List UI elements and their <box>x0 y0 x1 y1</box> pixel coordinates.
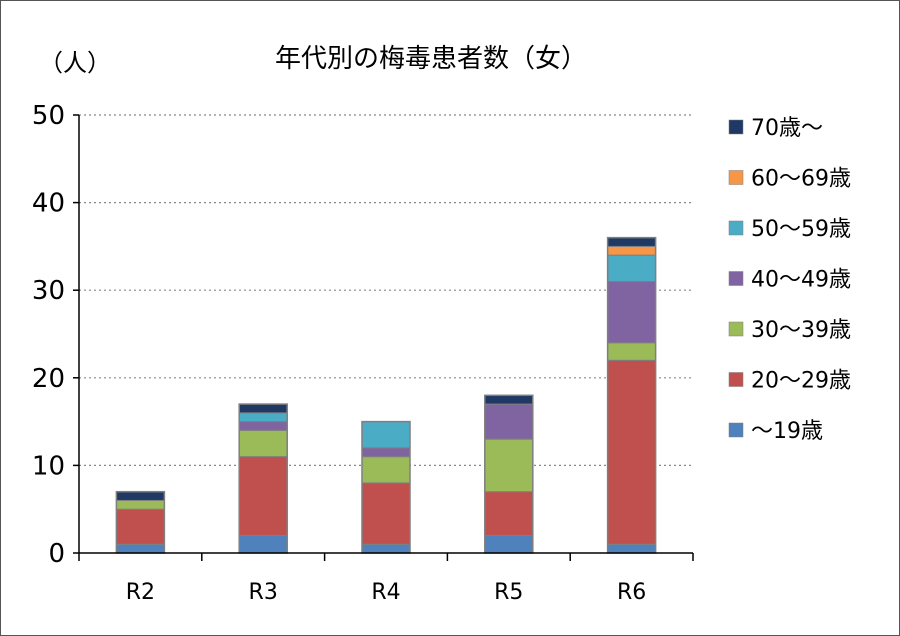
x-tick-label: R2 <box>126 580 155 605</box>
bar-segment <box>238 421 288 431</box>
y-tick-label: 10 <box>32 451 65 481</box>
legend-swatch <box>728 372 744 387</box>
x-tick-label: R6 <box>617 580 646 605</box>
bar-segment <box>607 280 657 344</box>
x-tick-label: R3 <box>249 580 278 605</box>
y-tick-label: 50 <box>32 101 65 131</box>
bar-segment <box>115 508 165 545</box>
x-tick-label: R4 <box>371 580 400 605</box>
bar-segment <box>484 403 534 440</box>
bar-segment <box>238 429 288 458</box>
x-tick-label: R5 <box>494 580 523 605</box>
chart-title: 年代別の梅毒患者数（女） <box>275 44 587 74</box>
bars <box>115 236 657 554</box>
bar-segment <box>361 447 411 458</box>
bar-segment <box>484 438 534 493</box>
y-tick-label: 30 <box>32 276 65 306</box>
legend-swatch <box>728 271 744 286</box>
y-axis-unit-label: （人） <box>39 49 111 77</box>
x-axis-ticks: R2 R3 R4 R5 R6 <box>78 553 694 605</box>
legend-label: 40～49歳 <box>751 268 851 293</box>
y-axis-ticks: 0 10 20 30 40 50 <box>32 101 79 569</box>
bar-segment <box>238 412 288 423</box>
y-tick-label: 20 <box>32 364 65 394</box>
legend-swatch <box>728 422 744 438</box>
bar-segment <box>238 456 288 536</box>
bar-segment <box>484 394 534 405</box>
bar-segment <box>115 543 165 554</box>
legend-swatch <box>728 119 744 135</box>
legend: 70歳～ 60～69歳 50～59歳 40～49歳 30～39歳 20～29歳 ～19歳 <box>728 116 851 444</box>
bar-segment <box>607 359 657 545</box>
legend-label: 20～29歳 <box>751 369 851 394</box>
legend-swatch <box>728 321 744 337</box>
legend-label: 60～69歳 <box>751 167 851 192</box>
y-tick-label: 40 <box>32 189 65 219</box>
gridlines <box>79 114 693 466</box>
bar-segment <box>607 237 657 247</box>
bar-segment <box>484 491 534 536</box>
bar-segment <box>238 403 288 414</box>
bar-segment <box>361 456 411 484</box>
bar-segment <box>238 534 288 554</box>
legend-label: 50～59歳 <box>751 217 851 242</box>
bar-segment <box>115 499 165 510</box>
bar-segment <box>607 342 657 361</box>
y-tick-label: 0 <box>48 539 65 569</box>
axes <box>78 115 693 554</box>
bar-segment <box>607 245 657 256</box>
bar-segment <box>607 254 657 282</box>
bar-segment <box>361 543 411 554</box>
bar-segment <box>484 534 534 554</box>
legend-swatch <box>728 170 744 185</box>
bar-segment <box>361 482 411 545</box>
legend-label: ～19歳 <box>751 419 823 444</box>
legend-label: 30～39歳 <box>751 318 851 343</box>
bar-segment <box>115 491 165 501</box>
legend-swatch <box>728 220 744 236</box>
legend-label: 70歳～ <box>751 116 823 141</box>
bar-segment <box>607 543 657 554</box>
bar-segment <box>361 421 411 449</box>
